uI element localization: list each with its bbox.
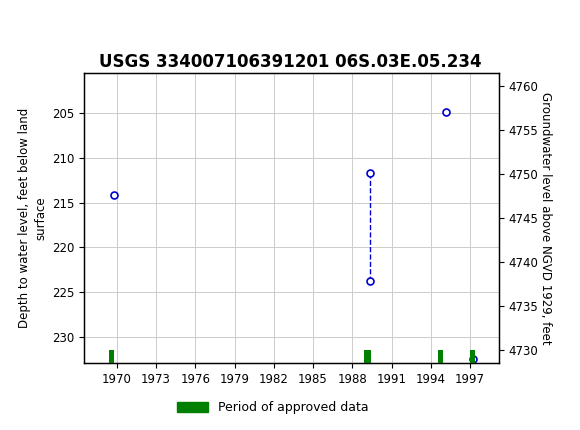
Text: ≡USGS: ≡USGS	[12, 14, 66, 31]
Bar	[364, 350, 371, 363]
Bar	[109, 350, 114, 363]
FancyBboxPatch shape	[6, 4, 75, 41]
Bar	[470, 350, 475, 363]
Text: USGS 334007106391201 06S.03E.05.234: USGS 334007106391201 06S.03E.05.234	[99, 53, 481, 71]
Y-axis label: Groundwater level above NGVD 1929, feet: Groundwater level above NGVD 1929, feet	[539, 92, 552, 344]
Y-axis label: Depth to water level, feet below land
surface: Depth to water level, feet below land su…	[18, 108, 48, 329]
Bar	[438, 350, 443, 363]
Legend: Period of approved data: Period of approved data	[172, 396, 374, 419]
